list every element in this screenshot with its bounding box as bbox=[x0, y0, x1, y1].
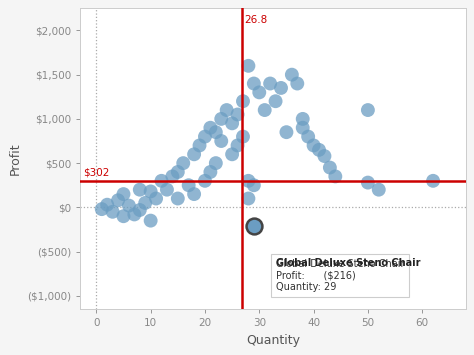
Point bbox=[152, 196, 160, 201]
Point bbox=[299, 116, 307, 122]
Point bbox=[207, 125, 214, 131]
Point bbox=[245, 196, 252, 201]
Point bbox=[174, 169, 182, 175]
Point bbox=[114, 197, 122, 203]
Point bbox=[120, 213, 128, 219]
Text: Global Deluxe Steno Chair: Global Deluxe Steno Chair bbox=[275, 258, 420, 268]
Point bbox=[250, 224, 258, 229]
Point bbox=[98, 206, 106, 212]
Point bbox=[130, 212, 138, 217]
Point bbox=[196, 143, 203, 148]
Point bbox=[174, 196, 182, 201]
Point bbox=[364, 107, 372, 113]
Point bbox=[212, 160, 219, 166]
Point bbox=[212, 129, 219, 135]
Point bbox=[201, 134, 209, 140]
Point bbox=[218, 116, 225, 122]
Point bbox=[109, 209, 117, 215]
Point bbox=[136, 207, 144, 213]
Point bbox=[158, 178, 165, 184]
Point bbox=[429, 178, 437, 184]
Point bbox=[147, 218, 155, 223]
Y-axis label: Profit: Profit bbox=[9, 142, 21, 175]
Point bbox=[234, 111, 241, 117]
Point bbox=[239, 98, 247, 104]
Point bbox=[266, 81, 274, 86]
Point bbox=[320, 153, 328, 159]
Point bbox=[250, 182, 258, 188]
Point bbox=[234, 143, 241, 148]
Point bbox=[136, 187, 144, 192]
Point bbox=[201, 178, 209, 184]
Point bbox=[147, 189, 155, 194]
Point bbox=[245, 178, 252, 184]
Text: 26.8: 26.8 bbox=[245, 15, 268, 26]
Point bbox=[293, 81, 301, 86]
Point bbox=[299, 125, 307, 131]
Point bbox=[141, 200, 149, 206]
Point bbox=[261, 107, 268, 113]
X-axis label: Quantity: Quantity bbox=[246, 334, 300, 347]
Point bbox=[245, 63, 252, 69]
Point bbox=[304, 134, 312, 140]
Point bbox=[315, 147, 323, 153]
Point bbox=[283, 129, 290, 135]
Point bbox=[103, 202, 111, 208]
Point bbox=[255, 89, 263, 95]
Point bbox=[331, 174, 339, 179]
Point bbox=[190, 152, 198, 157]
Point bbox=[169, 174, 176, 179]
Point bbox=[310, 143, 318, 148]
Point bbox=[163, 187, 171, 192]
Text: Global Deluxe Steno Chair
Profit:      ($216)
Quantity: 29: Global Deluxe Steno Chair Profit: ($216)… bbox=[275, 259, 404, 292]
Point bbox=[228, 152, 236, 157]
Point bbox=[223, 107, 230, 113]
Point bbox=[180, 160, 187, 166]
Point bbox=[228, 120, 236, 126]
Point bbox=[364, 180, 372, 185]
Point bbox=[375, 187, 383, 192]
Point bbox=[239, 134, 247, 140]
Point bbox=[250, 81, 258, 86]
Point bbox=[190, 191, 198, 197]
Text: $302: $302 bbox=[83, 168, 109, 178]
Point bbox=[125, 203, 133, 208]
Point bbox=[288, 72, 296, 77]
Point bbox=[277, 85, 285, 91]
Point bbox=[218, 138, 225, 144]
Point bbox=[120, 191, 128, 197]
Point bbox=[207, 169, 214, 175]
Point bbox=[272, 98, 279, 104]
Point bbox=[185, 182, 192, 188]
Point bbox=[326, 165, 334, 170]
